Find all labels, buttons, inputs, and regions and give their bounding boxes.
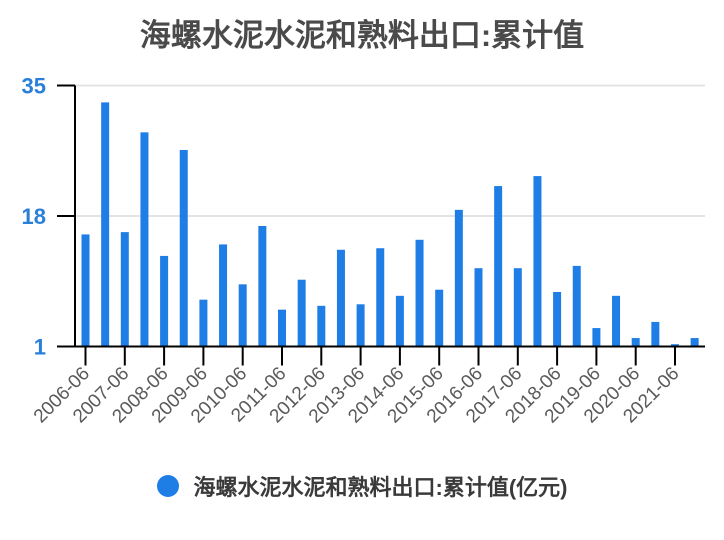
- bar: [454, 209, 463, 347]
- bar: [336, 249, 345, 347]
- legend: 海螺水泥水泥和熟料出口:累计值(亿元): [0, 470, 724, 502]
- chart-title: 海螺水泥水泥和熟料出口:累计值: [139, 18, 585, 53]
- bar: [238, 284, 247, 347]
- bar: [376, 248, 385, 347]
- axes: [57, 84, 705, 366]
- bar: [395, 295, 404, 347]
- bar: [81, 234, 90, 347]
- bar: [356, 304, 365, 347]
- bar: [415, 239, 424, 347]
- bar: [553, 291, 562, 347]
- bar: [651, 321, 660, 347]
- y-axis-labels: 1 18 35: [22, 74, 46, 360]
- y-tick-label: 1: [34, 335, 46, 360]
- bar-series: [81, 102, 699, 347]
- bar: [474, 268, 483, 347]
- bar: [140, 132, 149, 347]
- bar: [513, 268, 522, 347]
- legend-marker-icon: [156, 475, 179, 497]
- bar: [179, 149, 188, 347]
- bar: [572, 265, 581, 347]
- bar: [631, 338, 640, 347]
- bar: [494, 186, 503, 347]
- bar: [297, 279, 306, 347]
- legend-label: 海螺水泥水泥和熟料出口:累计值(亿元): [193, 475, 568, 500]
- bar: [160, 255, 169, 347]
- bar: [258, 225, 267, 347]
- bar: [435, 289, 444, 347]
- bar: [592, 328, 601, 347]
- bar: [199, 299, 208, 347]
- bar: [317, 305, 326, 347]
- y-tick-label: 35: [22, 74, 46, 99]
- bar: [533, 176, 542, 347]
- bar: [690, 338, 699, 347]
- x-axis-labels: 2006-062007-062008-062009-062010-062011-…: [30, 363, 684, 427]
- bar: [612, 295, 621, 347]
- y-tick-label: 18: [22, 204, 46, 229]
- bar: [278, 309, 286, 347]
- grid-lines: [75, 84, 705, 217]
- bar: [671, 344, 679, 347]
- bar: [219, 244, 228, 347]
- bar: [101, 102, 110, 347]
- bar: [120, 232, 129, 347]
